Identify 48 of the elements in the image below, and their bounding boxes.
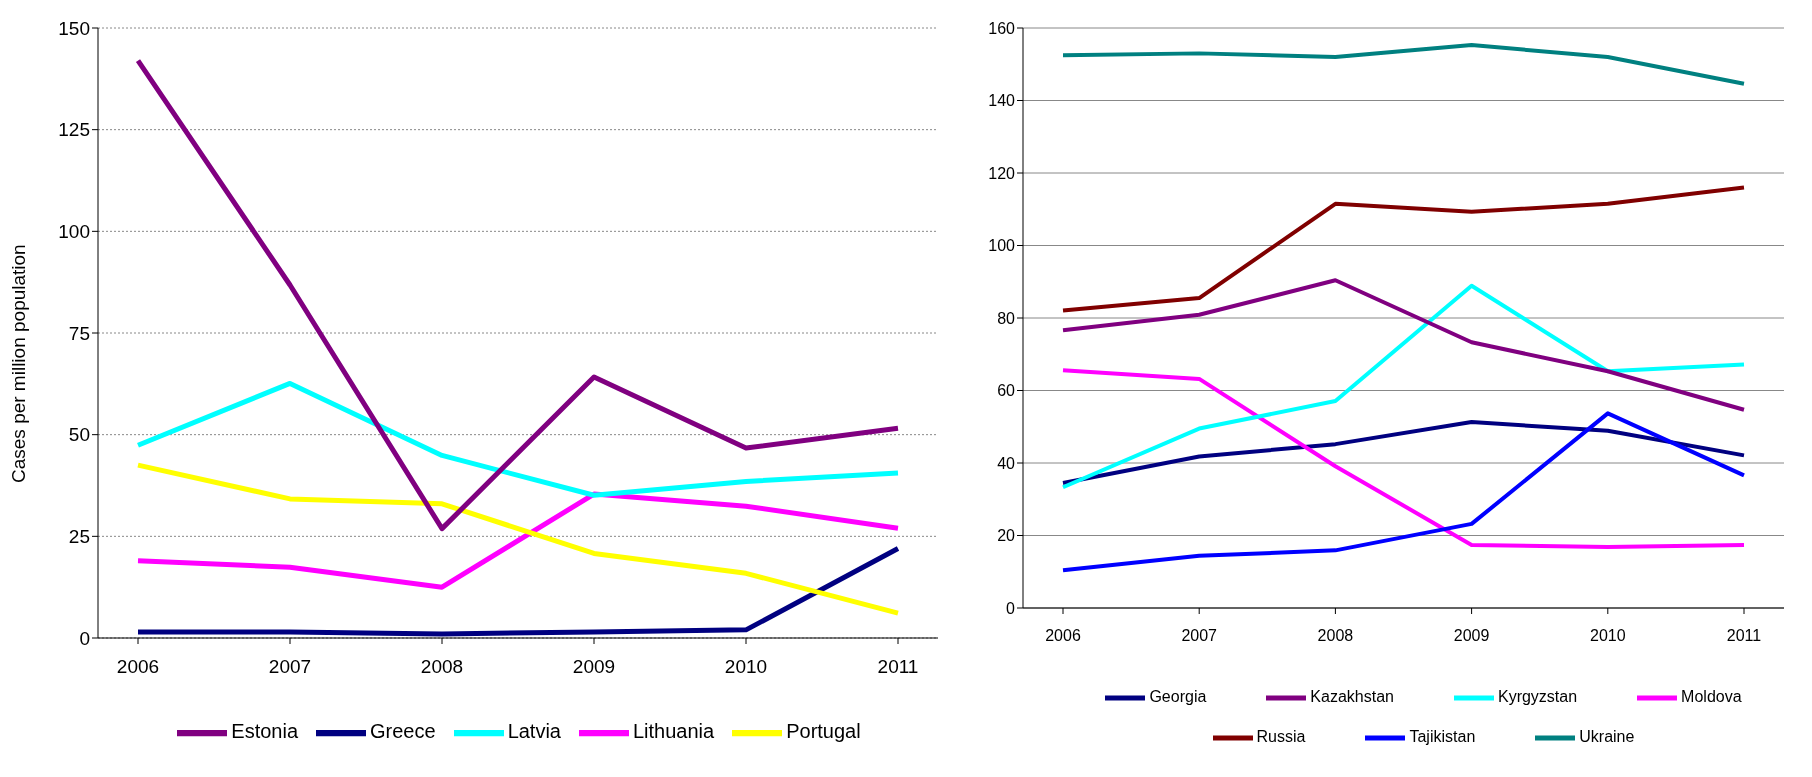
line-series	[1061, 411, 1746, 573]
legend-label: Kyrgyzstan	[1497, 688, 1578, 706]
y-tick-label: 20	[997, 527, 1016, 545]
y-tick-label: 60	[997, 382, 1016, 400]
x-tick-label: 2008	[1317, 627, 1354, 645]
x-tick-label: 2006	[1045, 627, 1081, 645]
x-tick-label: 2009	[1453, 627, 1490, 645]
legend-label: Russia	[1256, 728, 1306, 746]
legend-label: Latvia	[507, 720, 561, 743]
x-tick-label: 2010	[724, 656, 768, 678]
y-tick-label: 140	[988, 92, 1016, 110]
x-tick-label: 2007	[1181, 627, 1218, 645]
y-tick-label: 120	[988, 164, 1016, 182]
line-series	[1061, 420, 1746, 485]
y-tick-label: 50	[68, 424, 90, 446]
x-tick-label: 2009	[572, 656, 616, 678]
legend-label: Tajikistan	[1409, 728, 1476, 746]
y-tick-label: 80	[997, 309, 1016, 327]
legend-label: Portugal	[786, 720, 861, 743]
line-series	[1061, 368, 1746, 550]
legend-label: Estonia	[231, 720, 299, 743]
legend-label: Kazakhstan	[1310, 688, 1394, 706]
line-series	[1061, 283, 1746, 490]
y-axis-title: Cases per million population	[7, 244, 29, 483]
y-tick-label: 100	[58, 221, 90, 243]
y-tick-label: 25	[68, 526, 90, 548]
line-series	[1061, 185, 1746, 313]
x-tick-label: 2008	[420, 656, 464, 678]
legend-label: Ukraine	[1579, 728, 1635, 746]
legend-label: Moldova	[1681, 688, 1742, 706]
y-tick-label: 125	[58, 119, 90, 141]
legend-label: Georgia	[1149, 688, 1207, 706]
y-tick-label: 40	[997, 454, 1016, 472]
y-tick-label: 150	[58, 17, 90, 39]
x-tick-label: 2007	[268, 656, 312, 678]
y-tick-label: 0	[79, 627, 90, 649]
line-series	[1061, 278, 1746, 412]
y-tick-label: 100	[988, 237, 1016, 255]
y-tick-label: 160	[988, 19, 1016, 37]
y-tick-label: 0	[1006, 599, 1016, 617]
x-tick-label: 2011	[1726, 627, 1762, 645]
x-tick-label: 2010	[1590, 627, 1626, 645]
y-tick-label: 75	[68, 322, 90, 344]
x-tick-label: 2011	[877, 656, 919, 678]
legend-label: Lithuania	[633, 720, 715, 743]
legend-label: Greece	[370, 720, 436, 743]
x-tick-label: 2006	[116, 656, 160, 678]
line-series	[1061, 43, 1746, 86]
